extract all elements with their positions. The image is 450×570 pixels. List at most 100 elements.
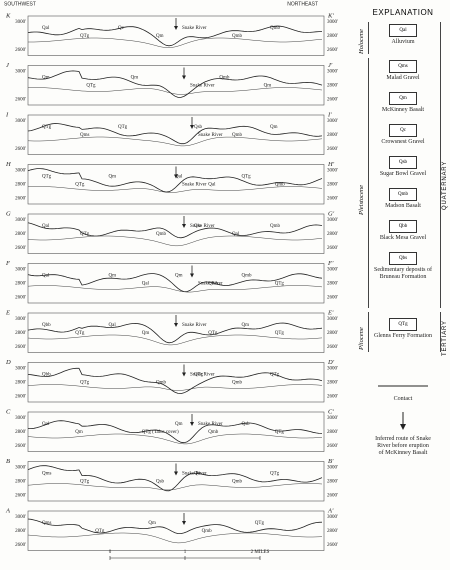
- elevation-tick: 2600': [15, 147, 26, 152]
- elevation-tick: 2600': [327, 345, 338, 350]
- elevation-tick: 3000': [15, 70, 26, 75]
- ground-profile: [27, 465, 323, 492]
- unit-label: QTg: [80, 232, 90, 237]
- elevation-tick: 3000': [327, 119, 338, 124]
- contact-line: [27, 87, 323, 95]
- arrow-head: [174, 471, 178, 476]
- header-right: NORTHEAST: [287, 1, 318, 7]
- elevation-tick: 3000': [327, 268, 338, 273]
- unit-label: Qm: [175, 422, 183, 427]
- elevation-tick: 2600': [327, 48, 338, 53]
- section-frame: [27, 362, 325, 403]
- unit-label: QTg: [275, 282, 285, 287]
- unit-label: Qmb: [202, 529, 213, 534]
- unit-label: Snake River: [198, 282, 223, 287]
- section-frame: [27, 510, 325, 551]
- unit-label: Qmb: [232, 480, 243, 485]
- section-frame: [27, 312, 325, 353]
- unit-label: Qm: [175, 274, 183, 279]
- contact-symbols: [378, 385, 428, 430]
- arrow-head: [182, 224, 186, 228]
- period-label: QUATERNARY: [442, 160, 448, 210]
- elevation-tick: 2800': [15, 430, 26, 435]
- explanation: EXPLANATION Holocene Pleistocene Pliocen…: [356, 0, 450, 570]
- unit-description: Sedimentary deposits of Bruneau Formatio…: [374, 267, 432, 280]
- unit-label: Qbb: [42, 373, 51, 378]
- unit-symbol: Qm: [389, 92, 417, 105]
- elevation-tick: 3000': [15, 317, 26, 322]
- unit-label: QTg: [80, 480, 90, 485]
- scale-label: 1: [184, 550, 187, 555]
- unit-entry: Qc Crowsnest Gravel: [374, 124, 432, 146]
- section-letter: J: [6, 62, 10, 69]
- arrow-head: [182, 75, 186, 80]
- unit-symbol: Qc: [389, 124, 417, 137]
- elevation-tick: 2800': [15, 232, 26, 237]
- unit-label: Qmb: [232, 381, 243, 386]
- section-letter: G': [328, 210, 335, 217]
- ground-profile: [27, 518, 323, 534]
- unit-label: QTg: [242, 175, 252, 180]
- ground-profile: [27, 367, 323, 395]
- ground-profile: [27, 123, 323, 145]
- elevation-tick: 3000': [327, 466, 338, 471]
- section-letter: J': [328, 62, 333, 69]
- unit-label: Qmb: [270, 224, 281, 229]
- unit-entry: QTg Glenns Ferry Formation: [374, 318, 432, 340]
- elevation-tick: 2600': [327, 197, 338, 202]
- unit-label: Qsb: [194, 125, 203, 130]
- elevation-tick: 2800': [327, 480, 338, 485]
- section-letter: C': [328, 408, 334, 415]
- unit-label: QTg: [80, 34, 90, 39]
- elevation-tick: 2600': [15, 98, 26, 103]
- bracket: [368, 312, 369, 352]
- unit-label: QTg: [80, 381, 90, 386]
- unit-label: Qal: [42, 422, 50, 427]
- unit-label: Snake River: [182, 472, 207, 477]
- section-letter: A: [5, 507, 10, 514]
- unit-label: QTg: [118, 125, 128, 130]
- unit-label: Qal: [42, 26, 50, 31]
- elevation-tick: 3000': [327, 169, 338, 174]
- unit-label: Qmb: [156, 381, 167, 386]
- unit-label: QTg (Talus cover): [142, 430, 179, 435]
- unit-description: Malad Gravel: [386, 75, 420, 81]
- unit-label: Qm: [194, 472, 202, 477]
- elevation-tick: 3000': [15, 119, 26, 124]
- unit-label: Snake River: [198, 422, 223, 427]
- elevation-tick: 3000': [327, 70, 338, 75]
- unit-label: Qal: [42, 224, 50, 229]
- unit-label: QTg: [208, 331, 218, 336]
- unit-label: Qm: [264, 84, 272, 89]
- unit-entry: Qm McKinney Basalt: [374, 92, 432, 114]
- arrow-head: [182, 521, 186, 525]
- epoch-label: Pleistocene: [358, 185, 365, 215]
- elevation-tick: 3000': [327, 218, 338, 223]
- unit-label: Qmb: [242, 274, 253, 279]
- ground-profile: [27, 322, 323, 344]
- contact-line: [27, 136, 323, 147]
- contact-line: [28, 37, 323, 48]
- bracket: [368, 22, 369, 54]
- unit-label: QTg: [75, 183, 85, 188]
- elevation-tick: 2600': [327, 246, 338, 251]
- elevation-tick: 2800': [327, 282, 338, 287]
- elevation-tick: 2600': [15, 246, 26, 251]
- unit-label: Qm: [42, 76, 50, 81]
- explanation-title: EXPLANATION: [372, 8, 434, 17]
- unit-label: Qal: [42, 274, 50, 279]
- unit-label: QTg: [275, 430, 285, 435]
- unit-symbol: Qbb: [389, 220, 417, 233]
- unit-label: Snake River: [182, 183, 207, 188]
- contact-line: [27, 384, 323, 391]
- elevation-tick: 2600': [15, 197, 26, 202]
- unit-description: Black Mesa Gravel: [379, 235, 427, 241]
- section-letter: I': [327, 111, 332, 118]
- elevation-tick: 2800': [15, 480, 26, 485]
- elevation-tick: 2800': [15, 529, 26, 534]
- elevation-tick: 3000': [327, 515, 338, 520]
- unit-label: Qal: [175, 175, 183, 180]
- section-letter: B': [328, 458, 334, 465]
- arrow-head: [400, 424, 406, 430]
- elevation-tick: 2600': [15, 494, 26, 499]
